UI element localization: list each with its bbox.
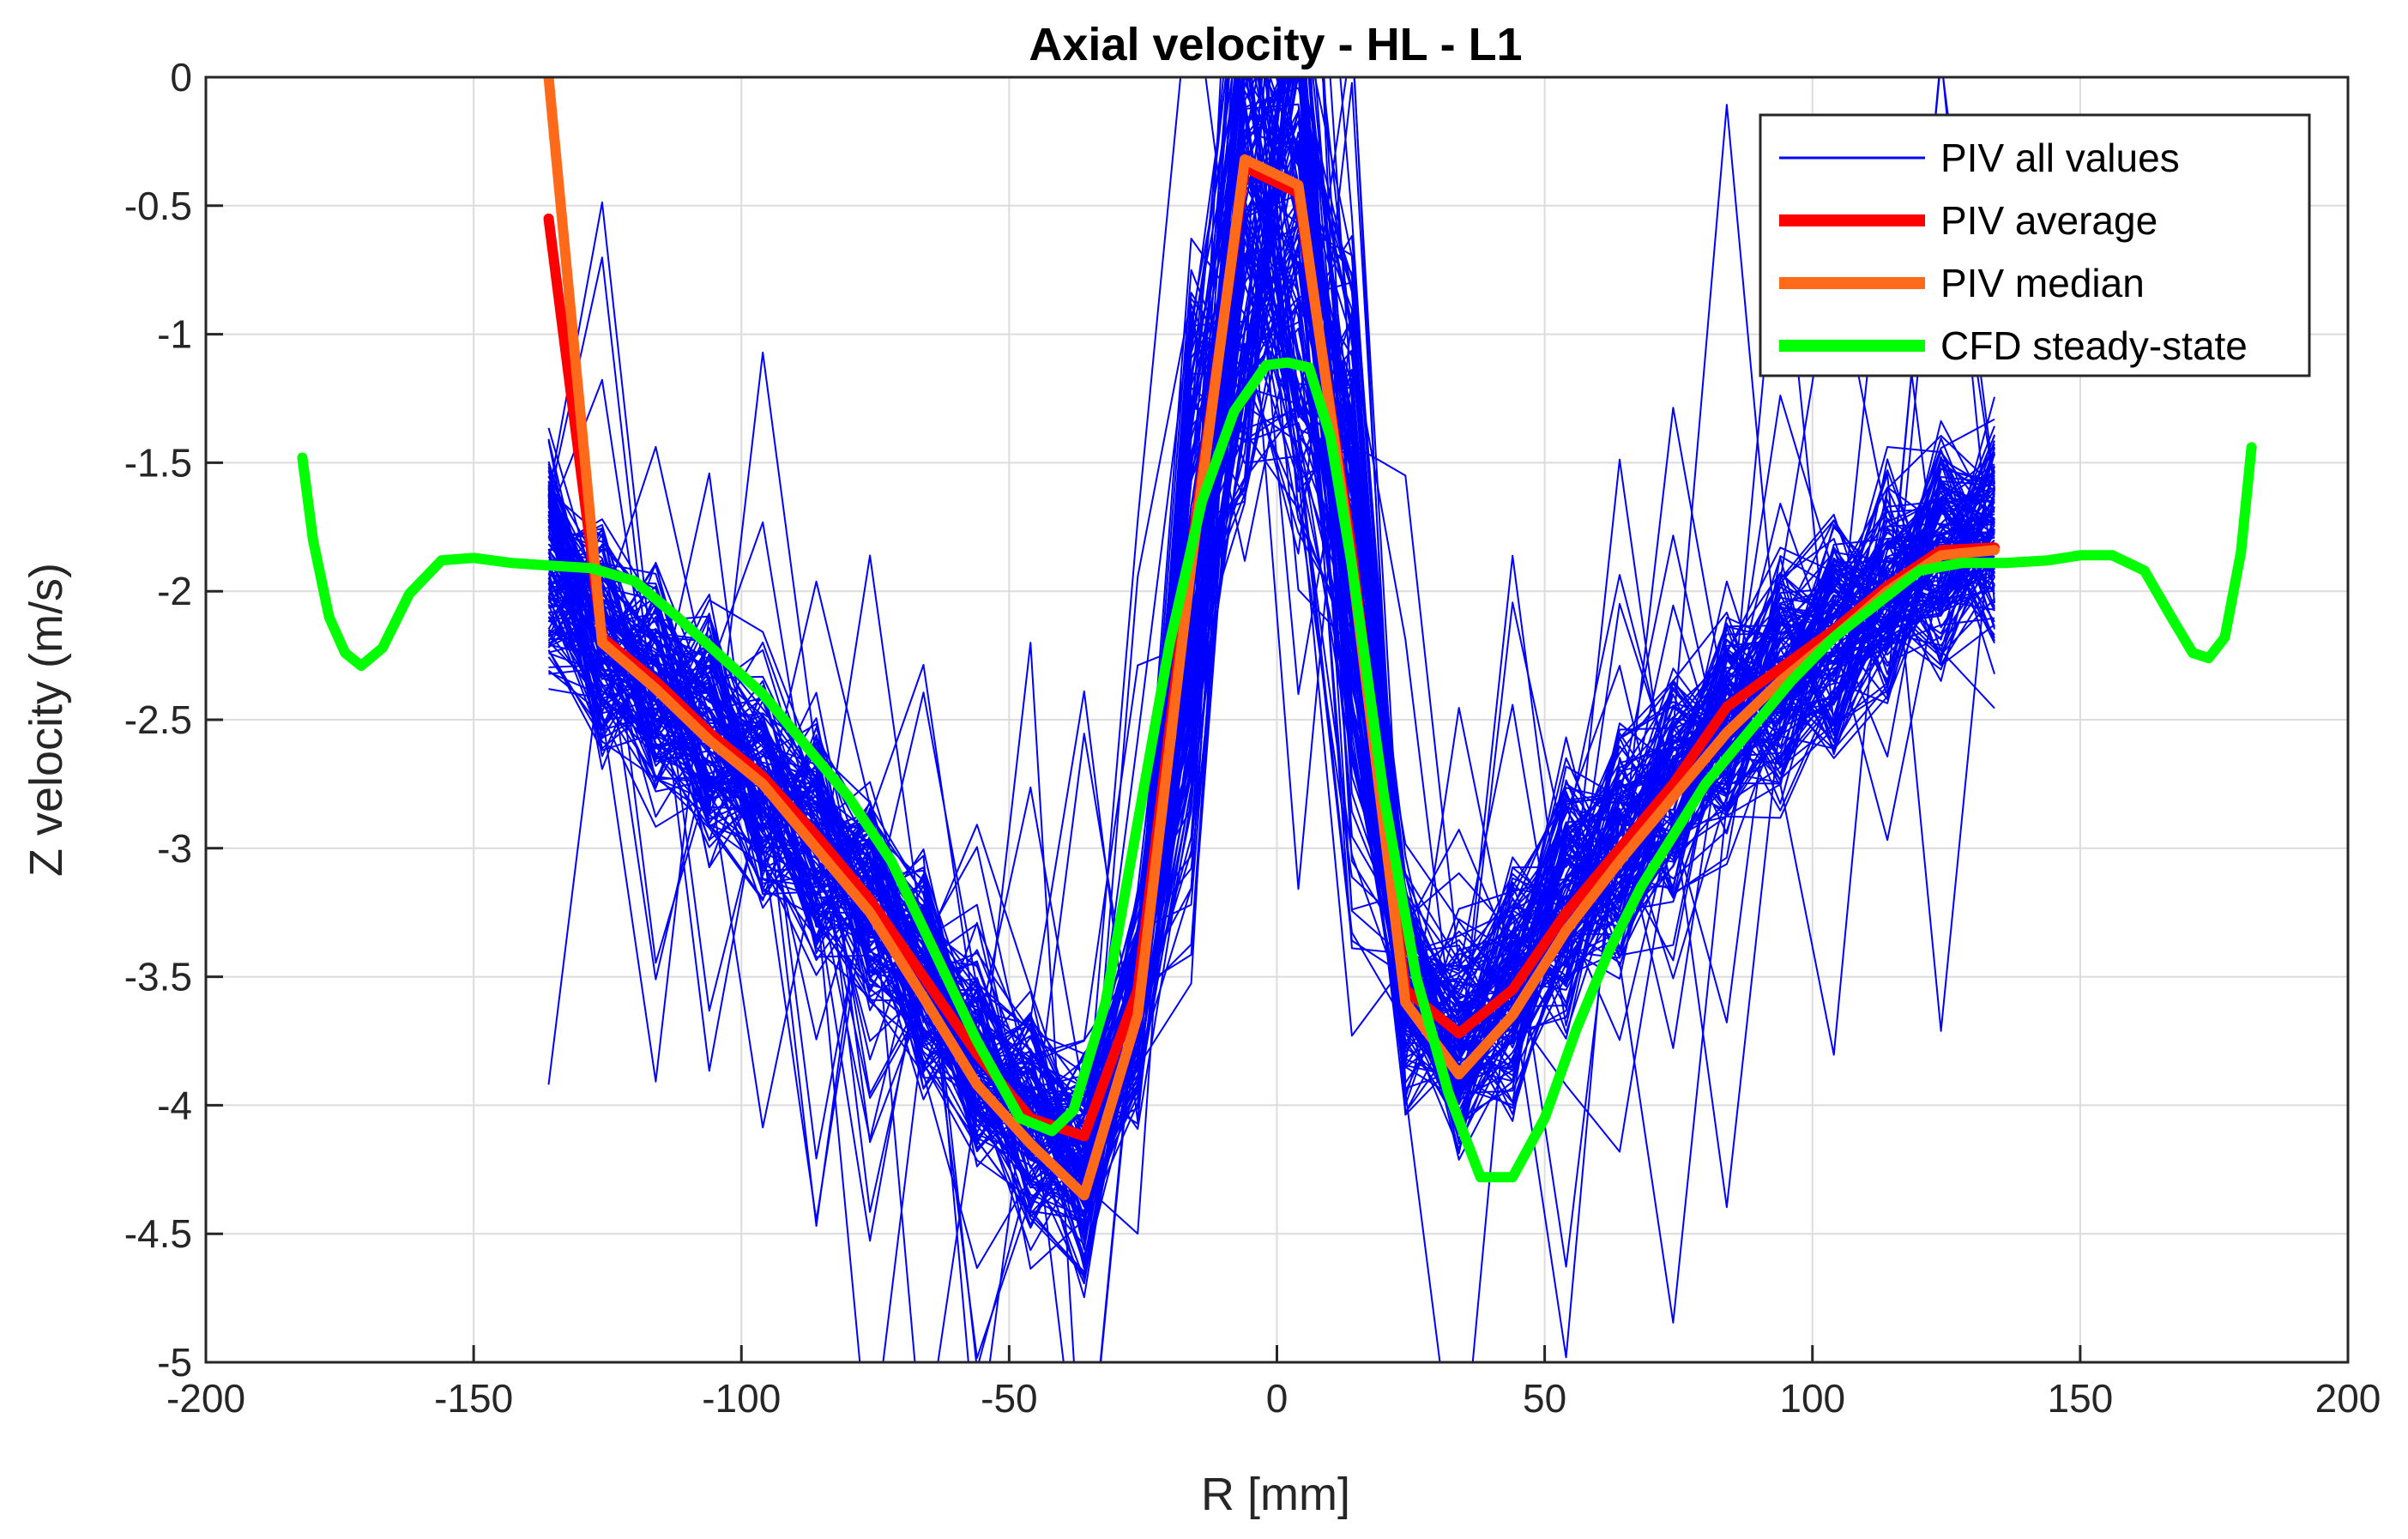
series-piv-average	[543, 161, 2000, 1142]
y-tick-label: -5	[157, 1340, 192, 1385]
piv-sample-line	[548, 77, 1995, 1132]
series-piv-median	[543, 77, 2000, 1201]
y-tick-label: -3	[157, 826, 192, 871]
chart-title: Axial velocity - HL - L1	[1029, 19, 1522, 70]
piv-sample-line	[548, 430, 1995, 1161]
x-axis-label: R [mm]	[1201, 1469, 1350, 1520]
y-tick-label: -4	[157, 1083, 192, 1127]
x-tick-label: -200	[166, 1376, 245, 1421]
y-tick-label: -3.5	[124, 955, 192, 999]
piv-sample-line	[547, 130, 1995, 1268]
y-tick-label: -2	[157, 569, 192, 613]
legend-label: CFD steady-state	[1940, 323, 2248, 368]
x-tick-label: -50	[981, 1376, 1037, 1421]
piv-sample-line	[548, 203, 1995, 1160]
y-axis-label: Z velocity (m/s)	[21, 563, 72, 877]
x-tick-label: 150	[2048, 1376, 2114, 1421]
x-tick-label: 200	[2315, 1376, 2381, 1421]
y-tick-label: 0	[170, 55, 192, 100]
legend-label: PIV average	[1940, 198, 2158, 243]
ticks: -200 -150 -100 -50 0 50 100 150 200 0 -0.5 -1 -1.5 -2…	[124, 55, 2381, 1421]
x-tick-label: 50	[1523, 1376, 1566, 1421]
legend: PIV all values PIV average PIV median CFD s…	[1759, 113, 2311, 377]
x-tick-label: -100	[702, 1376, 781, 1421]
y-tick-label: -1.5	[124, 440, 192, 485]
legend-label: PIV all values	[1940, 136, 2180, 180]
x-tick-label: -150	[434, 1376, 513, 1421]
piv-sample-line	[547, 77, 1995, 1150]
series-cfd-steady-state	[297, 357, 2257, 1183]
piv-sample-line	[547, 152, 1995, 1162]
piv-sample-line	[547, 131, 1995, 1230]
y-tick-label: -2.5	[124, 697, 192, 742]
y-tick-label: -0.5	[124, 184, 192, 228]
piv-sample-line	[548, 77, 1995, 1183]
x-tick-label: 0	[1266, 1376, 1288, 1421]
plot-area	[297, 77, 2257, 1362]
x-tick-label: 100	[1779, 1376, 1845, 1421]
legend-label: PIV median	[1940, 261, 2145, 305]
y-tick-label: -1	[157, 312, 192, 357]
piv-sample-line	[547, 292, 1995, 1161]
y-tick-label: -4.5	[124, 1211, 192, 1256]
